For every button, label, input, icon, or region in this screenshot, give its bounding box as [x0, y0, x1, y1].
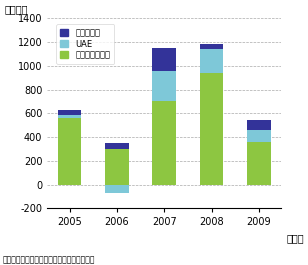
Bar: [200, 45, 223, 49]
Bar: [247, 142, 271, 185]
Bar: [152, 70, 176, 101]
Bar: [247, 130, 271, 142]
Text: （年）: （年）: [286, 233, 304, 243]
Text: 資料：日本銀行『国際収支統計』から作成。: 資料：日本銀行『国際収支統計』から作成。: [3, 255, 95, 264]
Bar: [58, 118, 81, 185]
Bar: [105, 185, 129, 193]
Text: （億円）: （億円）: [5, 5, 28, 15]
Bar: [247, 121, 271, 130]
Bar: [200, 49, 223, 73]
Bar: [58, 110, 81, 114]
Bar: [105, 143, 129, 149]
Bar: [58, 114, 81, 118]
Legend: その他中東, UAE, サウジアラビア: その他中東, UAE, サウジアラビア: [56, 24, 114, 64]
Bar: [152, 101, 176, 185]
Bar: [105, 149, 129, 185]
Bar: [152, 48, 176, 70]
Bar: [200, 73, 223, 185]
